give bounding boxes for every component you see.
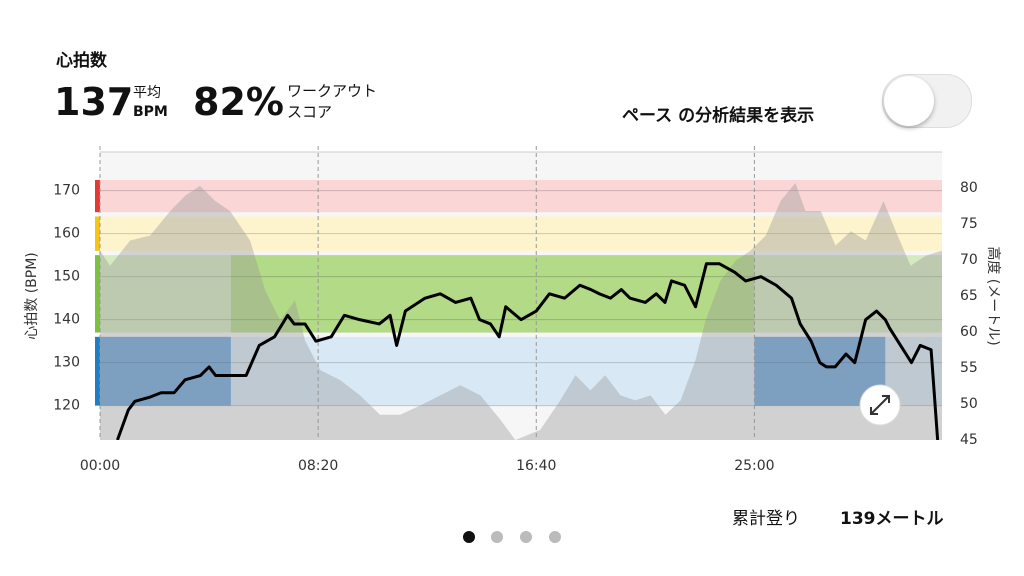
footer-value: 139メートル	[840, 509, 944, 529]
x-tick-label: 25:00	[734, 458, 774, 474]
y2-tick-label: 55	[960, 360, 978, 376]
score-label: ワークアウト	[287, 82, 378, 100]
y-axis-label: 心拍数 (BPM)	[24, 252, 40, 340]
y2-axis-label: 高度 (メートル)	[985, 246, 1002, 345]
avg-value: 137	[54, 80, 134, 124]
y2-tick-label: 50	[960, 396, 978, 412]
page-dot-active[interactable]	[463, 531, 475, 543]
y-tick-label: 170	[53, 183, 80, 199]
page-dot[interactable]	[520, 531, 532, 543]
avg-unit: BPM	[133, 104, 168, 120]
y-tick-label: 160	[53, 226, 80, 242]
score-value: 82%	[193, 80, 284, 124]
footer-label: 累計登り	[732, 509, 800, 529]
expand-icon	[870, 395, 890, 415]
zone-marker	[95, 216, 100, 251]
x-tick-label: 00:00	[80, 458, 120, 474]
y-tick-label: 130	[53, 355, 80, 371]
y2-tick-label: 75	[960, 216, 978, 232]
title: 心拍数	[56, 51, 107, 71]
zone-band	[100, 216, 942, 251]
page-dot[interactable]	[491, 531, 503, 543]
avg-label: 平均	[133, 85, 161, 101]
toggle[interactable]	[882, 74, 972, 128]
y2-tick-label: 80	[960, 180, 978, 196]
x-tick-label: 08:20	[298, 458, 338, 474]
y2-tick-label: 60	[960, 324, 978, 340]
zone-band	[100, 179, 942, 213]
y-tick-label: 140	[53, 312, 80, 328]
page-dot[interactable]	[549, 531, 561, 543]
zone-marker	[95, 179, 100, 213]
y2-tick-label: 65	[960, 288, 978, 304]
y2-tick-label: 45	[960, 432, 978, 448]
toggle-knob	[884, 76, 934, 126]
toggle-label: ペース の分析結果を表示	[622, 106, 815, 126]
x-tick-label: 16:40	[516, 458, 556, 474]
elevation-area	[100, 182, 942, 440]
zone-marker	[95, 336, 100, 406]
zone-marker	[95, 255, 100, 333]
y-tick-label: 120	[53, 398, 80, 414]
y2-tick-label: 70	[960, 252, 978, 268]
score-label: スコア	[287, 103, 333, 121]
heart-rate-line	[116, 262, 940, 440]
y-tick-label: 150	[53, 269, 80, 285]
zone-highlight	[230, 255, 755, 333]
